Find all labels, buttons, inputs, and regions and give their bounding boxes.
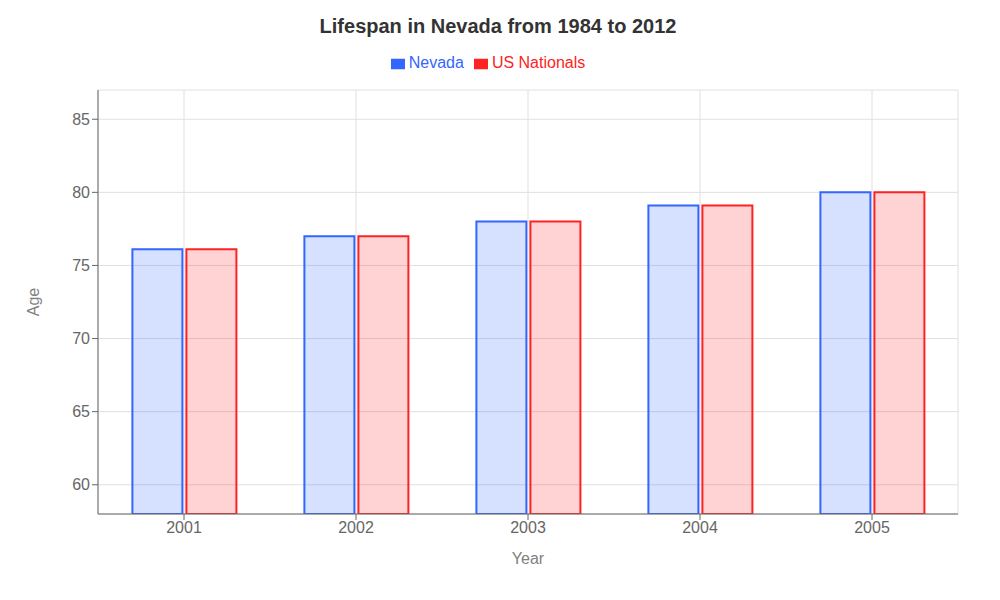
svg-text:70: 70 <box>72 330 90 347</box>
html-text:US Nationals: US Nationals <box>491 54 586 71</box>
svg-text:2001: 2001 <box>166 519 202 536</box>
html-text:Lifespan in Nevada from 1984 t: Lifespan in Nevada from 1984 to 2012 <box>319 15 677 37</box>
svg-text:60: 60 <box>72 476 90 493</box>
svg-text:65: 65 <box>72 403 90 420</box>
svg-text:Year: Year <box>512 550 545 567</box>
svg-text:2004: 2004 <box>682 519 718 536</box>
svg-text:2005: 2005 <box>854 519 890 536</box>
svg-text:2002: 2002 <box>338 519 374 536</box>
svg-text:75: 75 <box>72 257 90 274</box>
svg-text:Age: Age <box>25 288 42 317</box>
svg-text:2003: 2003 <box>510 519 546 536</box>
html-text:Nevada: Nevada <box>408 54 464 71</box>
svg-text:85: 85 <box>72 111 90 128</box>
svg-text:80: 80 <box>72 184 90 201</box>
